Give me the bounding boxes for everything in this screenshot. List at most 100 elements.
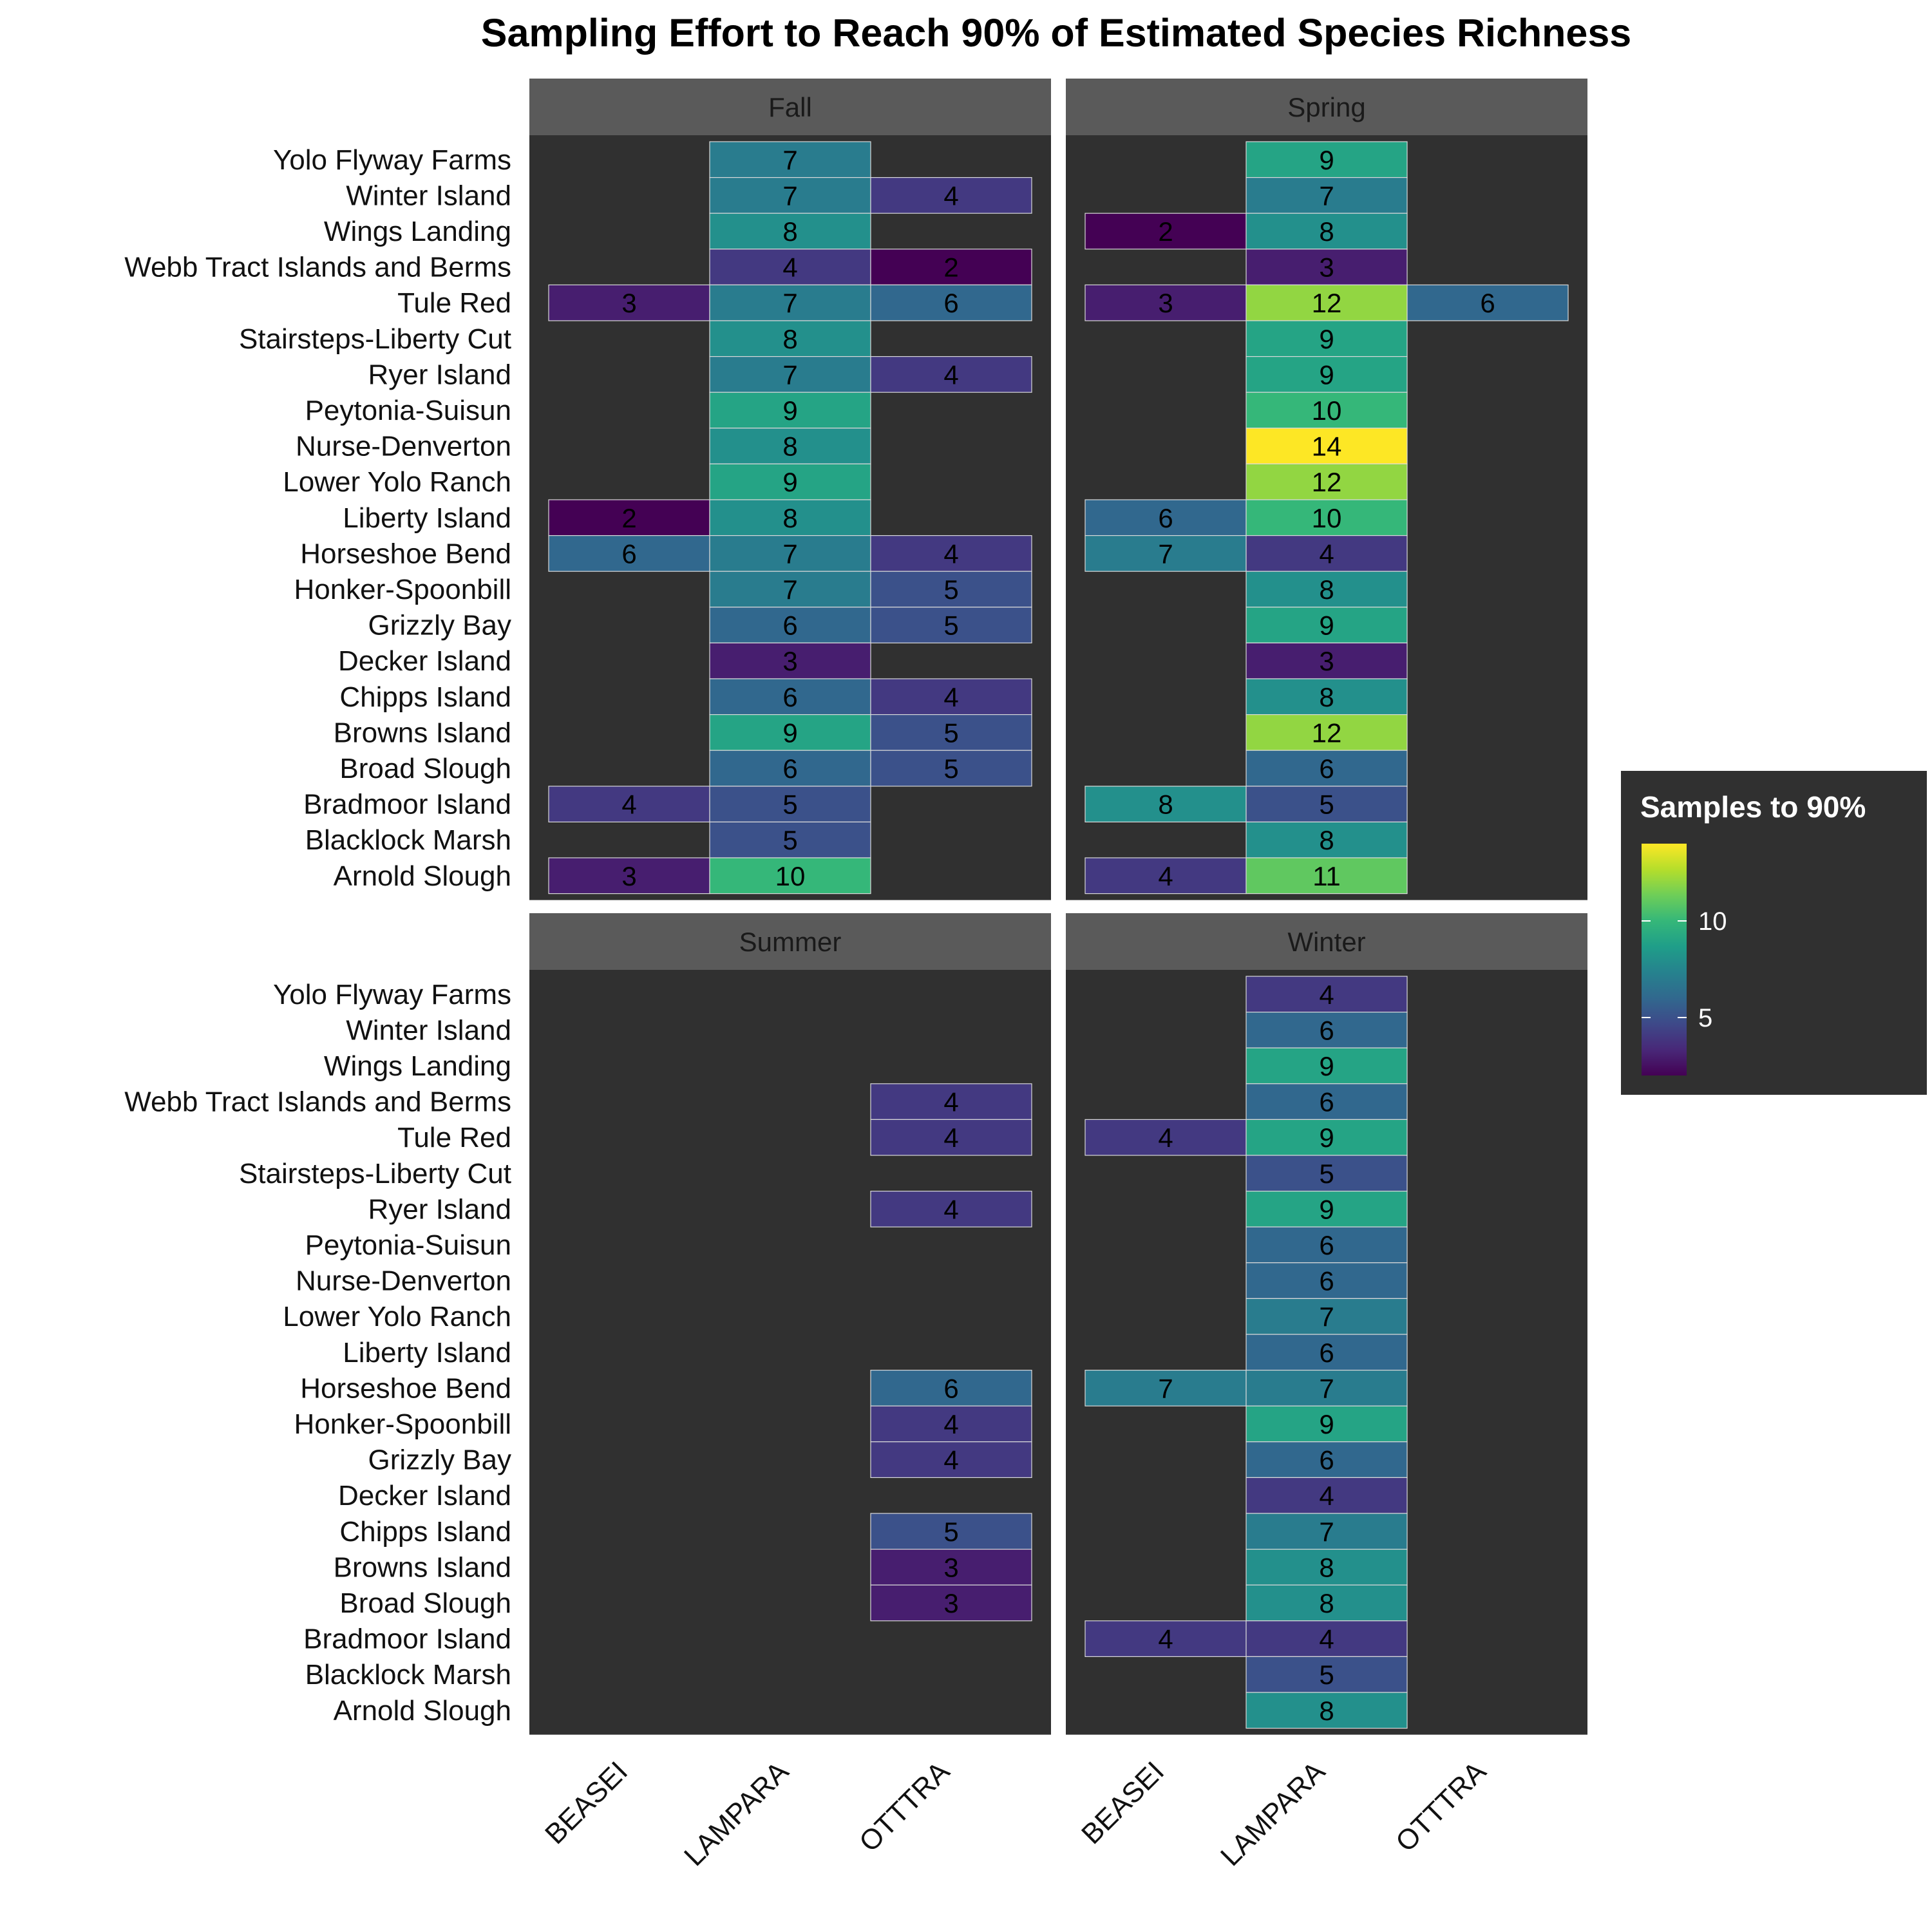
cell-value-label: 5 [782, 825, 797, 855]
chart-title: Sampling Effort to Reach 90% of Estimate… [481, 11, 1631, 55]
heatmap-cell [709, 320, 871, 357]
y-tick-label: Lower Yolo Ranch [283, 1301, 511, 1332]
cell-value-label: 3 [1158, 288, 1173, 318]
heatmap-cell [1245, 750, 1408, 787]
cell-value-label: 4 [943, 359, 958, 390]
cell-value-label: 9 [782, 467, 797, 497]
y-tick-label: Decker Island [338, 645, 511, 677]
facet-strip-label: Summer [739, 927, 842, 957]
heatmap-cell [1406, 284, 1569, 321]
heatmap-cell [709, 642, 871, 679]
cell-value-label: 14 [1312, 431, 1342, 462]
cell-value-label: 4 [1319, 1481, 1334, 1511]
cell-value-label: 4 [943, 682, 958, 712]
cell-value-label: 8 [1319, 825, 1334, 855]
y-tick-label: Honker-Spoonbill [294, 574, 511, 605]
cell-value-label: 9 [1319, 324, 1334, 354]
heatmap-cell [548, 535, 710, 572]
cell-value-label: 3 [782, 646, 797, 676]
y-tick-label: Arnold Slough [334, 860, 511, 892]
heatmap-cell [1245, 1190, 1408, 1227]
cell-value-label: 5 [943, 753, 958, 784]
heatmap-cell [709, 499, 871, 536]
facet-strip [1066, 913, 1587, 970]
y-tick-label: Arnold Slough [334, 1695, 511, 1727]
cell-value-label: 8 [782, 324, 797, 354]
y-tick-label: Wings Landing [324, 216, 511, 247]
cell-value-label: 7 [1319, 1302, 1334, 1332]
heatmap-cell [1245, 857, 1408, 895]
heatmap-cell [709, 714, 871, 751]
cell-value-label: 4 [943, 1087, 958, 1117]
heatmap-cell [1245, 642, 1408, 679]
y-tick-label: Broad Slough [339, 1587, 511, 1619]
heatmap-cell [870, 1119, 1032, 1156]
cell-value-label: 3 [943, 1552, 958, 1582]
y-tick-label: Horseshoe Bend [300, 1372, 511, 1404]
cell-value-label: 6 [943, 288, 958, 318]
cell-value-label: 6 [943, 1373, 958, 1403]
cell-value-label: 7 [782, 359, 797, 390]
cell-value-label: 12 [1312, 288, 1342, 318]
heatmap-cell [1245, 1155, 1408, 1192]
cell-value-label: 7 [1158, 1373, 1173, 1403]
cell-value-label: 4 [1158, 861, 1173, 891]
cell-value-label: 4 [1158, 1122, 1173, 1153]
cell-value-label: 7 [782, 574, 797, 605]
cell-value-label: 6 [1319, 1266, 1334, 1296]
cell-value-label: 3 [943, 1588, 958, 1618]
heatmap-cell [548, 284, 710, 321]
y-tick-label: Webb Tract Islands and Berms [124, 252, 511, 283]
facet-strip-label: Fall [768, 92, 812, 122]
heatmap-cell [1084, 535, 1247, 572]
heatmap-cell [1084, 1370, 1247, 1406]
heatmap-cell [709, 857, 871, 895]
cell-value-label: 5 [943, 717, 958, 748]
y-tick-label: Blacklock Marsh [305, 1659, 511, 1690]
heatmap-cell [709, 750, 871, 787]
y-tick-label: Nurse-Denverton [296, 431, 511, 462]
y-tick-label: Chipps Island [339, 681, 511, 713]
heatmap-cell [870, 1405, 1032, 1443]
cell-value-label: 8 [1319, 1552, 1334, 1582]
heatmap-cell [1245, 1334, 1408, 1371]
heatmap-cell [870, 1441, 1032, 1479]
legend-title: Samples to 90% [1640, 790, 1866, 824]
y-tick-label: Bradmoor Island [303, 789, 511, 820]
y-tick-label: Stairsteps-Liberty Cut [239, 323, 511, 355]
heatmap-cell [870, 535, 1032, 572]
cell-value-label: 9 [1319, 1409, 1334, 1439]
y-tick-label: Winter Island [346, 180, 511, 211]
heatmap-cell [1245, 320, 1408, 357]
heatmap-cell [1245, 1298, 1408, 1335]
cell-value-label: 8 [1319, 574, 1334, 605]
heatmap-cell [1245, 1692, 1408, 1729]
heatmap-cell [548, 857, 710, 895]
heatmap-cell [1245, 821, 1408, 858]
cell-value-label: 4 [621, 790, 636, 820]
cell-value-label: 9 [1319, 359, 1334, 390]
cell-value-label: 4 [943, 180, 958, 211]
heatmap-cell [870, 678, 1032, 715]
y-tick-label: Decker Island [338, 1480, 511, 1511]
heatmap-cell [709, 607, 871, 643]
panel-fall: Fall 7 7 4 8 4 2 3 7 6 8 7 4 9 8 9 2 8 6 7 4 7 5 6 5 3 6 4 9 5 6 5 4 5 5 3 1… [124, 79, 1051, 900]
cell-value-label: 4 [943, 1194, 958, 1224]
cell-value-label: 2 [621, 503, 636, 533]
cell-value-label: 5 [1319, 1159, 1334, 1189]
facet-strip-label: Winter [1287, 927, 1365, 957]
heatmap-cell [1245, 1011, 1408, 1048]
cell-value-label: 9 [1319, 611, 1334, 641]
heatmap-cell [1084, 284, 1247, 321]
cell-value-label: 4 [782, 252, 797, 283]
cell-value-label: 8 [1319, 1696, 1334, 1726]
heatmap-cell [870, 1190, 1032, 1227]
legend-colorbar [1642, 844, 1687, 1075]
heatmap-cell [1245, 714, 1408, 751]
x-tick-label: LAMPARA [1215, 1756, 1331, 1872]
cell-value-label: 6 [782, 611, 797, 641]
cell-value-label: 4 [943, 1445, 958, 1475]
cell-value-label: 5 [943, 574, 958, 605]
cell-value-label: 7 [782, 145, 797, 175]
cell-value-label: 7 [1319, 180, 1334, 211]
